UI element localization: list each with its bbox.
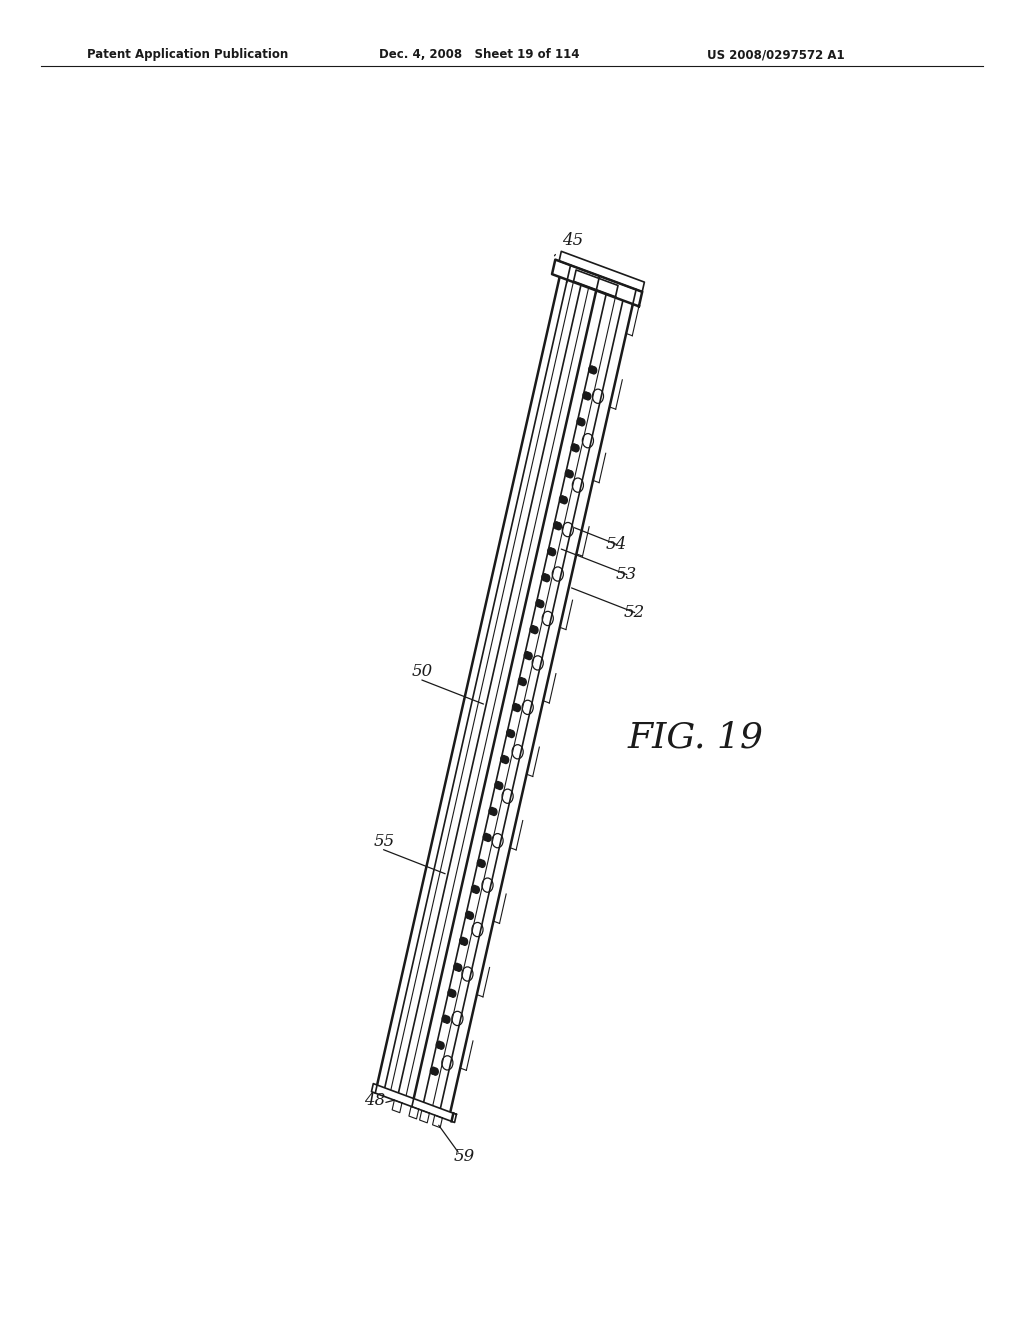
Circle shape (526, 652, 532, 660)
Circle shape (483, 833, 488, 841)
Circle shape (532, 627, 538, 634)
Circle shape (498, 783, 503, 789)
Circle shape (589, 366, 594, 374)
Circle shape (521, 678, 526, 685)
Text: 54: 54 (606, 536, 628, 553)
Circle shape (586, 393, 591, 400)
Circle shape (438, 1041, 444, 1049)
Text: 45: 45 (561, 232, 583, 249)
Text: 53: 53 (615, 565, 637, 582)
Text: FIG. 19: FIG. 19 (628, 721, 764, 755)
Circle shape (539, 601, 544, 607)
Circle shape (530, 626, 536, 632)
Circle shape (436, 1041, 441, 1048)
Circle shape (442, 1015, 447, 1023)
Circle shape (578, 418, 583, 425)
Circle shape (542, 574, 548, 581)
Circle shape (468, 912, 473, 919)
Text: 48: 48 (365, 1093, 386, 1109)
Text: US 2008/0297572 A1: US 2008/0297572 A1 (707, 48, 844, 61)
Circle shape (503, 756, 509, 763)
Circle shape (471, 886, 477, 892)
Circle shape (492, 808, 497, 816)
Circle shape (485, 834, 492, 841)
Text: 59: 59 (454, 1148, 475, 1166)
Circle shape (559, 496, 565, 503)
Text: Dec. 4, 2008   Sheet 19 of 114: Dec. 4, 2008 Sheet 19 of 114 (379, 48, 580, 61)
Circle shape (548, 548, 553, 554)
Text: 50: 50 (412, 663, 433, 680)
Circle shape (449, 989, 454, 997)
Text: Patent Application Publication: Patent Application Publication (87, 48, 289, 61)
Circle shape (509, 730, 514, 738)
Circle shape (544, 574, 550, 582)
Circle shape (507, 730, 512, 737)
Circle shape (460, 937, 465, 945)
Circle shape (591, 367, 597, 374)
Circle shape (489, 808, 495, 814)
Text: 52: 52 (624, 603, 645, 620)
Circle shape (479, 861, 485, 867)
Circle shape (466, 911, 471, 919)
Circle shape (444, 1016, 450, 1023)
Circle shape (580, 418, 585, 426)
Circle shape (454, 964, 460, 970)
Circle shape (477, 859, 483, 866)
Circle shape (573, 445, 579, 451)
Circle shape (462, 939, 468, 945)
Circle shape (495, 781, 501, 788)
Circle shape (501, 755, 507, 763)
Circle shape (565, 470, 571, 477)
Circle shape (515, 705, 520, 711)
Circle shape (451, 990, 456, 997)
Circle shape (583, 392, 589, 399)
Circle shape (556, 523, 561, 529)
Circle shape (456, 964, 462, 972)
Circle shape (567, 471, 573, 478)
Circle shape (571, 444, 577, 451)
Circle shape (562, 496, 567, 504)
Circle shape (433, 1068, 438, 1076)
Circle shape (513, 704, 518, 710)
Circle shape (474, 886, 479, 894)
Circle shape (554, 521, 559, 529)
Circle shape (518, 677, 524, 685)
Circle shape (524, 652, 529, 659)
Circle shape (430, 1067, 436, 1074)
Circle shape (536, 599, 542, 607)
Text: 55: 55 (373, 833, 394, 850)
Circle shape (550, 549, 556, 556)
